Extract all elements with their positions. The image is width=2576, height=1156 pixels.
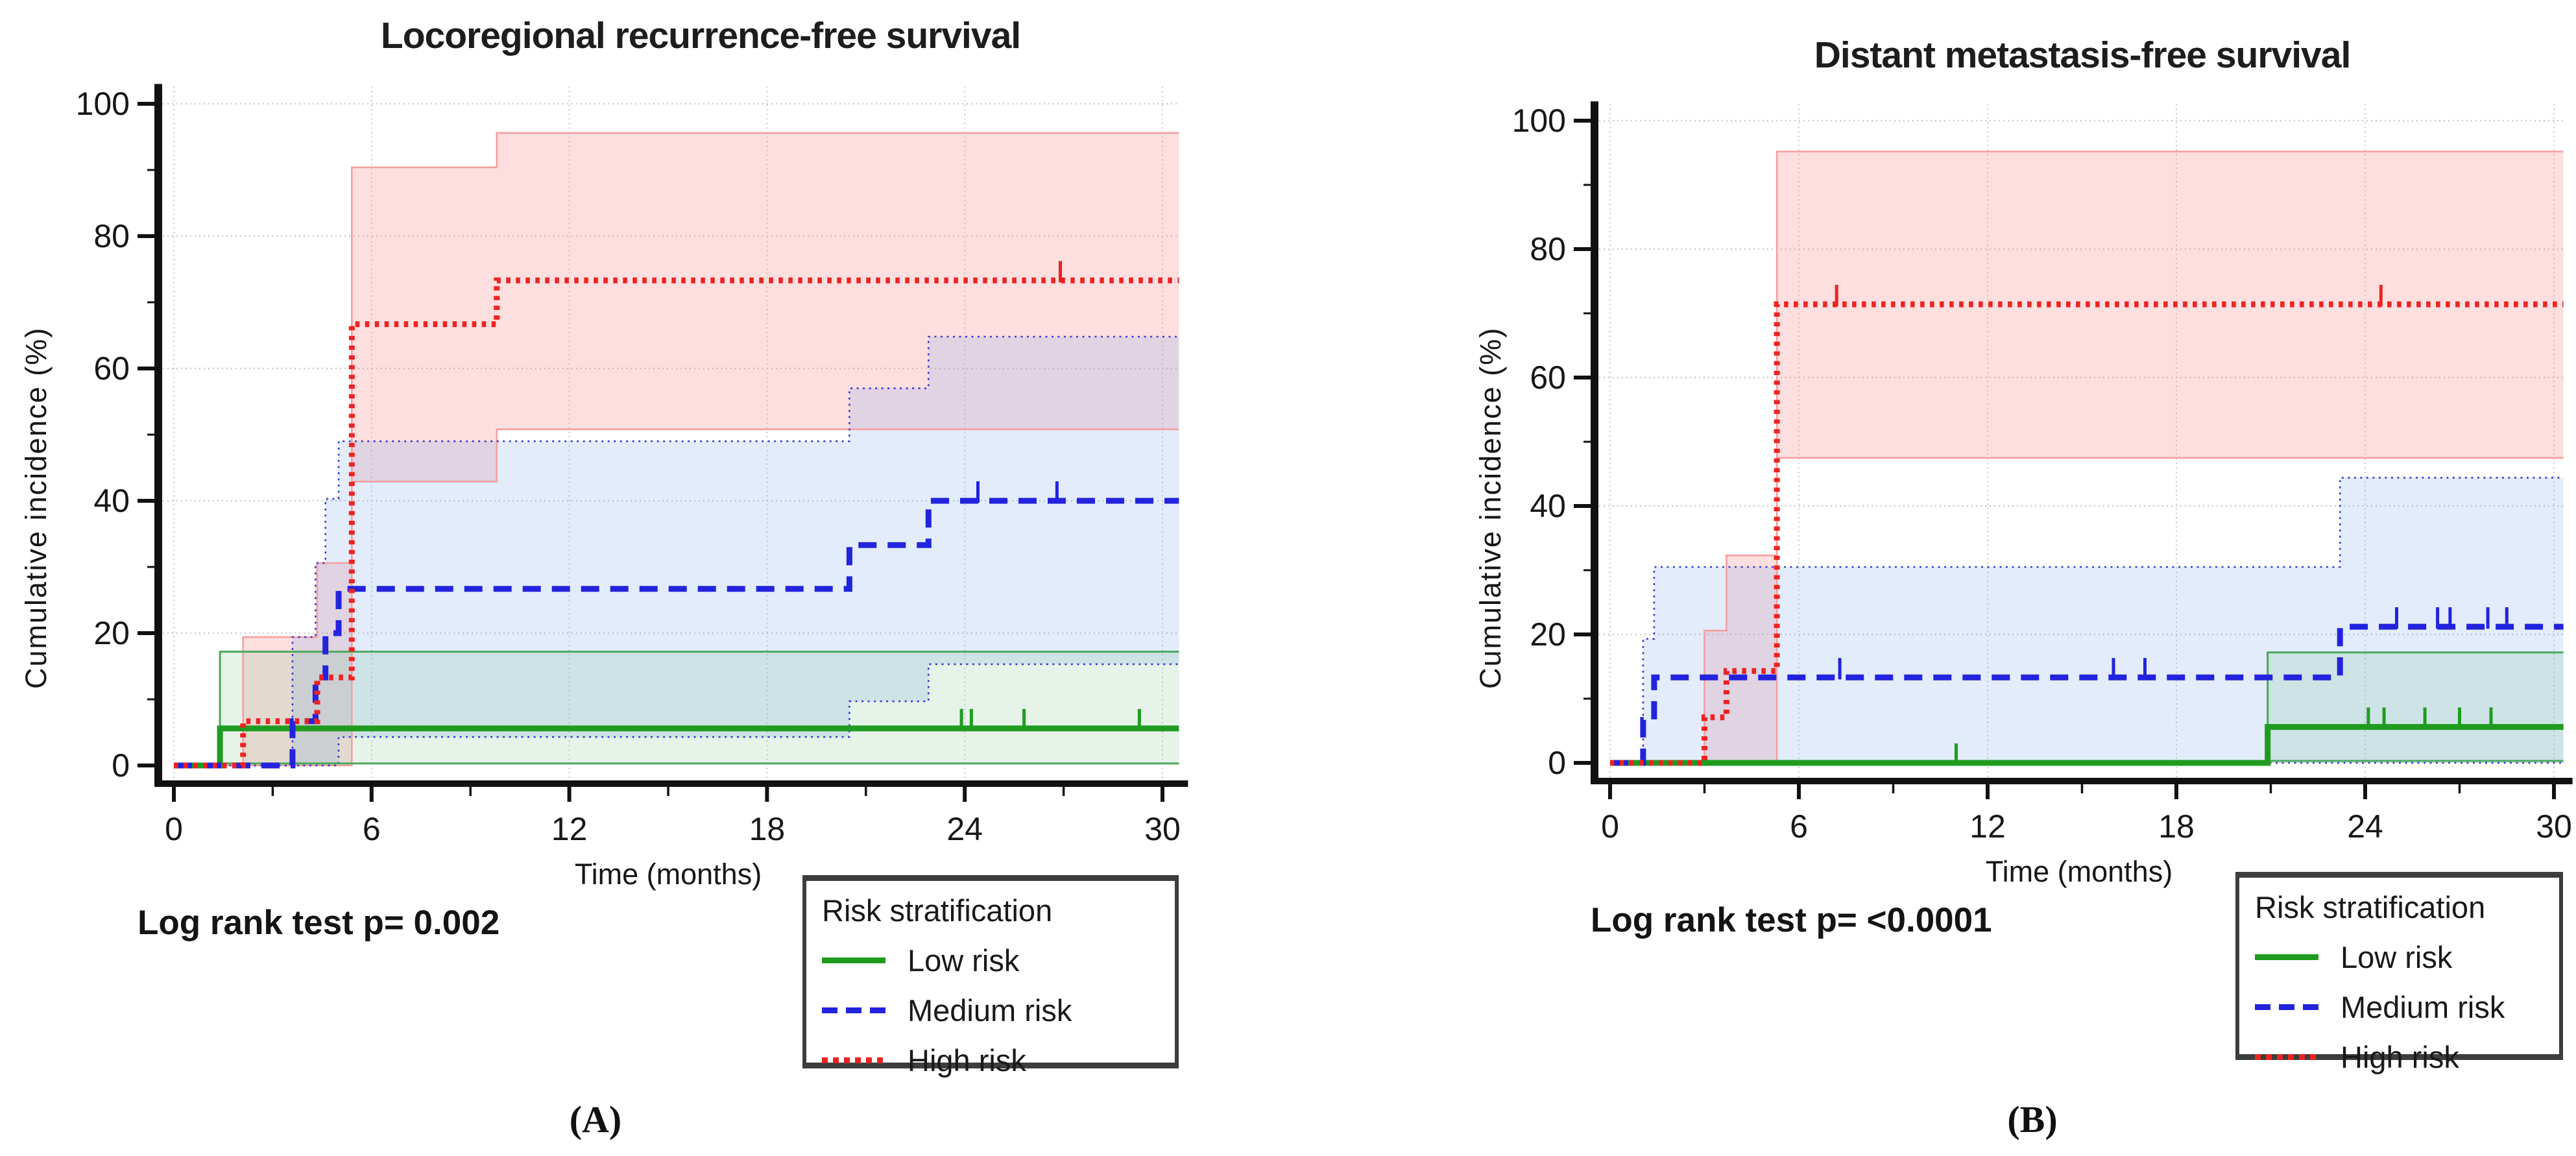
svg-text:40: 40: [93, 483, 130, 519]
panel-a-title: Locoregional recurrence-free survival: [380, 15, 1021, 56]
panel-b-letter: (B): [2007, 1098, 2058, 1140]
svg-text:18: 18: [2158, 808, 2195, 845]
panel-a-y-axis-label: Cumulative incidence (%): [19, 326, 53, 689]
high-risk-line-sample: [2255, 1054, 2318, 1060]
legend-item-label: Low risk: [2341, 940, 2453, 974]
legend-title: Risk stratification: [2255, 890, 2486, 924]
legend-item-high-risk: High risk: [2255, 1039, 2553, 1075]
svg-text:0: 0: [165, 811, 183, 847]
panel-b-legend: Risk stratification Low risk Medium risk…: [2235, 872, 2563, 1074]
legend-title: Risk stratification: [822, 893, 1053, 928]
svg-text:24: 24: [946, 811, 983, 847]
panel-a-x-axis-label: Time (months): [574, 858, 762, 891]
legend-item-low-risk: Low risk: [2255, 939, 2553, 975]
panel-b-title: Distant metastasis-free survival: [1814, 34, 2352, 76]
svg-text:6: 6: [1790, 808, 1808, 845]
svg-text:18: 18: [749, 811, 786, 847]
low-risk-line-sample: [2255, 954, 2318, 960]
panel-a-log-rank-p-value: Log rank test p= 0.002: [138, 904, 500, 942]
svg-text:12: 12: [551, 811, 588, 847]
legend-item-label: Low risk: [908, 943, 1020, 978]
legend-item-label: Medium risk: [2341, 990, 2505, 1024]
low-risk-line-sample: [822, 957, 885, 963]
svg-text:6: 6: [363, 811, 381, 847]
legend-item-medium-risk: Medium risk: [2255, 989, 2553, 1025]
legend-item-label: High risk: [2341, 1040, 2459, 1074]
svg-text:0: 0: [1548, 745, 1566, 781]
panel-b-x-axis-label: Time (months): [1985, 855, 2173, 888]
svg-text:0: 0: [112, 747, 130, 784]
legend-item-medium-risk: Medium risk: [822, 993, 1168, 1028]
legend-item-label: Medium risk: [908, 993, 1072, 1028]
legend-item-low-risk: Low risk: [822, 943, 1168, 978]
legend-item-high-risk: High risk: [822, 1042, 1168, 1078]
panel-b-y-axis-label: Cumulative incidence (%): [1474, 326, 1507, 689]
svg-text:80: 80: [93, 218, 130, 254]
svg-text:60: 60: [1530, 359, 1566, 396]
high-risk-line-sample: [822, 1057, 885, 1063]
legend-item-label: High risk: [908, 1043, 1026, 1078]
svg-text:100: 100: [1512, 102, 1566, 139]
medium-risk-line-sample: [822, 1007, 885, 1013]
svg-text:20: 20: [1530, 616, 1566, 653]
panel-a-letter: (A): [569, 1098, 622, 1140]
svg-text:60: 60: [93, 350, 130, 387]
svg-text:30: 30: [2536, 808, 2572, 845]
svg-text:80: 80: [1530, 231, 1566, 267]
svg-text:0: 0: [1601, 808, 1619, 845]
medium-risk-line-sample: [2255, 1004, 2318, 1010]
svg-text:100: 100: [76, 86, 130, 122]
svg-text:24: 24: [2347, 808, 2383, 845]
svg-text:12: 12: [1969, 808, 2006, 845]
panel-a-legend: Risk stratification Low risk Medium risk…: [802, 875, 1179, 1078]
panel-b-log-rank-p-value: Log rank test p= <0.0001: [1591, 901, 1992, 939]
svg-text:20: 20: [93, 615, 130, 651]
svg-text:30: 30: [1144, 811, 1181, 847]
svg-text:40: 40: [1530, 488, 1566, 524]
